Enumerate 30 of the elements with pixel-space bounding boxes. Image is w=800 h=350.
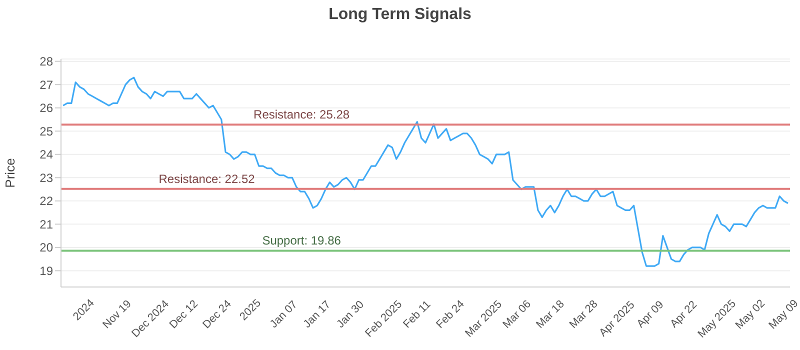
x-tick-label: Nov 19 — [100, 298, 134, 332]
x-tick-label: Dec 24 — [200, 298, 234, 332]
y-tick-label: 21 — [40, 217, 54, 232]
y-tick-label: 27 — [40, 78, 54, 92]
x-tick-label: Apr 09 — [634, 298, 666, 330]
x-tick-label: Mar 06 — [500, 298, 534, 331]
x-tick-label: Apr 22 — [668, 298, 700, 330]
y-tick-label: 26 — [40, 101, 54, 116]
x-tick-label: Dec 12 — [167, 298, 200, 332]
chart-title: Long Term Signals — [328, 6, 472, 24]
x-tick-label: Feb 24 — [434, 298, 467, 331]
x-tick-label: Mar 18 — [534, 298, 567, 331]
y-tick-label: 22 — [40, 194, 54, 208]
x-tick-label: Mar 28 — [567, 298, 600, 331]
y-tick-label: 20 — [40, 240, 54, 255]
y-tick-label: 23 — [40, 170, 54, 185]
y-axis-title: Price — [2, 158, 18, 188]
y-tick-label: 24 — [40, 148, 54, 162]
ref-line-label: Resistance: 22.52 — [158, 172, 256, 186]
y-tick-label: 19 — [40, 264, 54, 278]
x-tick-label: May 09 — [766, 298, 800, 332]
ref-line-label: Support: 19.86 — [262, 234, 342, 248]
ref-line-label: Resistance: 25.28 — [254, 108, 350, 122]
x-tick-label: Jan 17 — [301, 298, 334, 330]
x-tick-label: Feb 11 — [401, 298, 434, 331]
y-tick-label: 25 — [40, 124, 54, 138]
x-tick-label: Jan 07 — [268, 298, 300, 330]
y-tick-label: 28 — [40, 54, 54, 69]
x-tick-label: Jan 30 — [334, 298, 366, 330]
line-series — [62, 76, 789, 267]
